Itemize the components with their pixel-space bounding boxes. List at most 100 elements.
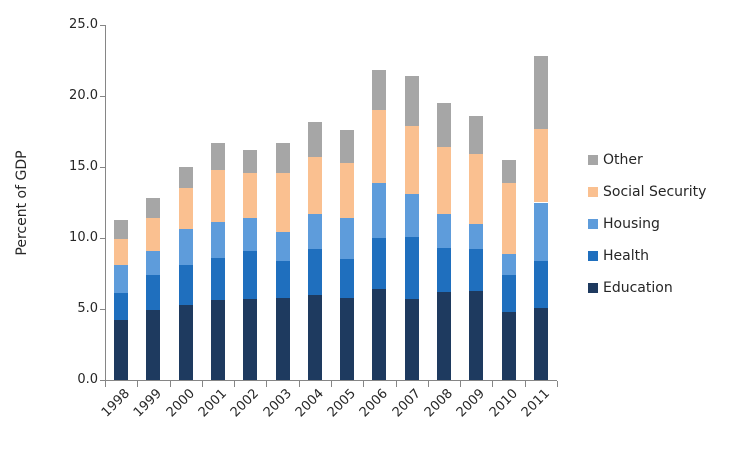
bar-segment-2005-education: [340, 297, 355, 380]
x-tick-mark: [169, 381, 171, 387]
x-tick-mark: [201, 381, 203, 387]
bar-segment-2001-other: [211, 142, 225, 170]
bar-segment-2005-other: [340, 130, 355, 163]
legend-swatch-housing: [588, 218, 598, 229]
y-tick-label: 15.0: [69, 159, 98, 174]
bar-segment-1999-social-security: [146, 218, 161, 251]
bar-segment-2001-social-security: [211, 169, 225, 223]
bar-segment-2006-health: [372, 238, 387, 290]
bar-segment-2005-health: [340, 259, 355, 298]
bar-segment-1998-education: [114, 320, 129, 380]
x-tick-mark: [331, 381, 332, 387]
x-tick-mark: [427, 381, 429, 387]
bar-segment-2000-social-security: [178, 188, 193, 230]
x-tick-mark: [234, 381, 236, 387]
bar-segment-2011-social-security: [533, 128, 548, 203]
bar-segment-2010-health: [501, 274, 516, 312]
bar-segment-1998-other: [114, 219, 129, 240]
bar-segment-2002-health: [243, 250, 258, 300]
y-tick-label: 10.0: [69, 230, 98, 245]
bar-segment-2003-health: [275, 260, 290, 298]
bar-segment-2009-health: [469, 249, 484, 291]
legend-item-other: Other: [588, 151, 706, 168]
bar-segment-2008-housing: [437, 213, 451, 248]
bar-segment-1999-health: [146, 274, 161, 311]
bar-segment-2011-housing: [533, 202, 548, 261]
legend-swatch-other: [588, 154, 598, 165]
bar-segment-2008-other: [437, 103, 451, 148]
legend-label-housing: Housing: [603, 215, 660, 232]
bar-segment-2008-education: [437, 291, 451, 380]
y-tick-mark: [100, 96, 106, 97]
bar-segment-2009-education: [469, 290, 484, 380]
bar-segment-2009-housing: [469, 223, 484, 250]
bar-segment-2003-housing: [275, 232, 290, 261]
y-tick-mark: [100, 167, 106, 168]
legend-item-social-security: Social Security: [588, 183, 707, 200]
bar-segment-2000-other: [178, 167, 193, 189]
bar-segment-2011-education: [533, 307, 548, 380]
bar-segment-2008-health: [437, 247, 451, 292]
legend-swatch-education: [588, 282, 598, 293]
bar-segment-2002-social-security: [243, 172, 258, 219]
bar-segment-2009-other: [469, 115, 484, 155]
bar-segment-2005-housing: [340, 218, 355, 260]
legend-swatch-health: [588, 250, 598, 261]
bar-segment-2003-education: [275, 297, 290, 380]
y-tick-mark: [100, 309, 106, 310]
x-axis-line: [105, 380, 557, 381]
x-tick-mark: [363, 381, 365, 387]
bar-segment-2009-social-security: [469, 154, 484, 224]
bar-segment-1999-housing: [146, 250, 161, 275]
y-tick-mark: [100, 380, 106, 381]
y-tick-mark: [100, 238, 106, 239]
legend-label-other: Other: [603, 151, 643, 168]
bar-segment-2006-education: [372, 289, 387, 380]
legend-label-education: Education: [603, 279, 673, 296]
bar-segment-2007-housing: [404, 193, 419, 237]
bar-segment-1999-other: [146, 198, 161, 219]
legend-label-social-security: Social Security: [603, 183, 707, 200]
x-tick-mark: [266, 381, 268, 387]
bar-segment-2006-social-security: [372, 110, 387, 183]
x-tick-mark: [524, 381, 526, 387]
bar-segment-2001-housing: [211, 222, 225, 258]
y-tick-label: 25.0: [69, 17, 98, 32]
x-tick-mark: [105, 381, 106, 387]
bar-segment-2000-housing: [178, 229, 193, 265]
y-tick-label: 20.0: [69, 88, 98, 103]
x-tick-mark: [460, 381, 462, 387]
y-tick-mark: [100, 25, 106, 26]
y-axis-line: [105, 25, 106, 381]
legend-item-education: Education: [588, 279, 706, 296]
y-axis-title: Percent of GDP: [14, 150, 30, 256]
bar-segment-2007-social-security: [404, 125, 419, 194]
x-tick-mark: [395, 381, 397, 387]
bar-segment-2010-social-security: [501, 182, 516, 254]
legend-swatch-social-security: [588, 186, 598, 197]
x-tick-mark: [137, 381, 139, 387]
bar-segment-2007-education: [404, 299, 419, 380]
bar-segment-2006-housing: [372, 182, 387, 238]
bar-segment-1999-education: [146, 310, 161, 380]
bar-segment-2003-other: [275, 142, 290, 173]
bar-segment-1998-housing: [114, 264, 129, 294]
bar-segment-2010-other: [501, 159, 516, 183]
bar-segment-2004-other: [307, 121, 322, 158]
bar-segment-1998-health: [114, 293, 129, 321]
bar-segment-2007-health: [404, 236, 419, 300]
bar-segment-2005-social-security: [340, 162, 355, 219]
bar-segment-2004-social-security: [307, 157, 322, 214]
bar-segment-2008-social-security: [437, 147, 451, 214]
bar-segment-2006-other: [372, 70, 387, 111]
bar-segment-2002-housing: [243, 218, 258, 251]
bar-segment-2004-housing: [307, 213, 322, 250]
bar-segment-2000-health: [178, 264, 193, 305]
bar-segment-2010-housing: [501, 253, 516, 275]
legend: Other Social Security Housing Health Educati…: [588, 152, 706, 312]
y-tick-label: 5.0: [77, 301, 98, 316]
bar-segment-2002-education: [243, 299, 258, 380]
bar-segment-2004-health: [307, 249, 322, 295]
legend-label-health: Health: [603, 247, 649, 264]
